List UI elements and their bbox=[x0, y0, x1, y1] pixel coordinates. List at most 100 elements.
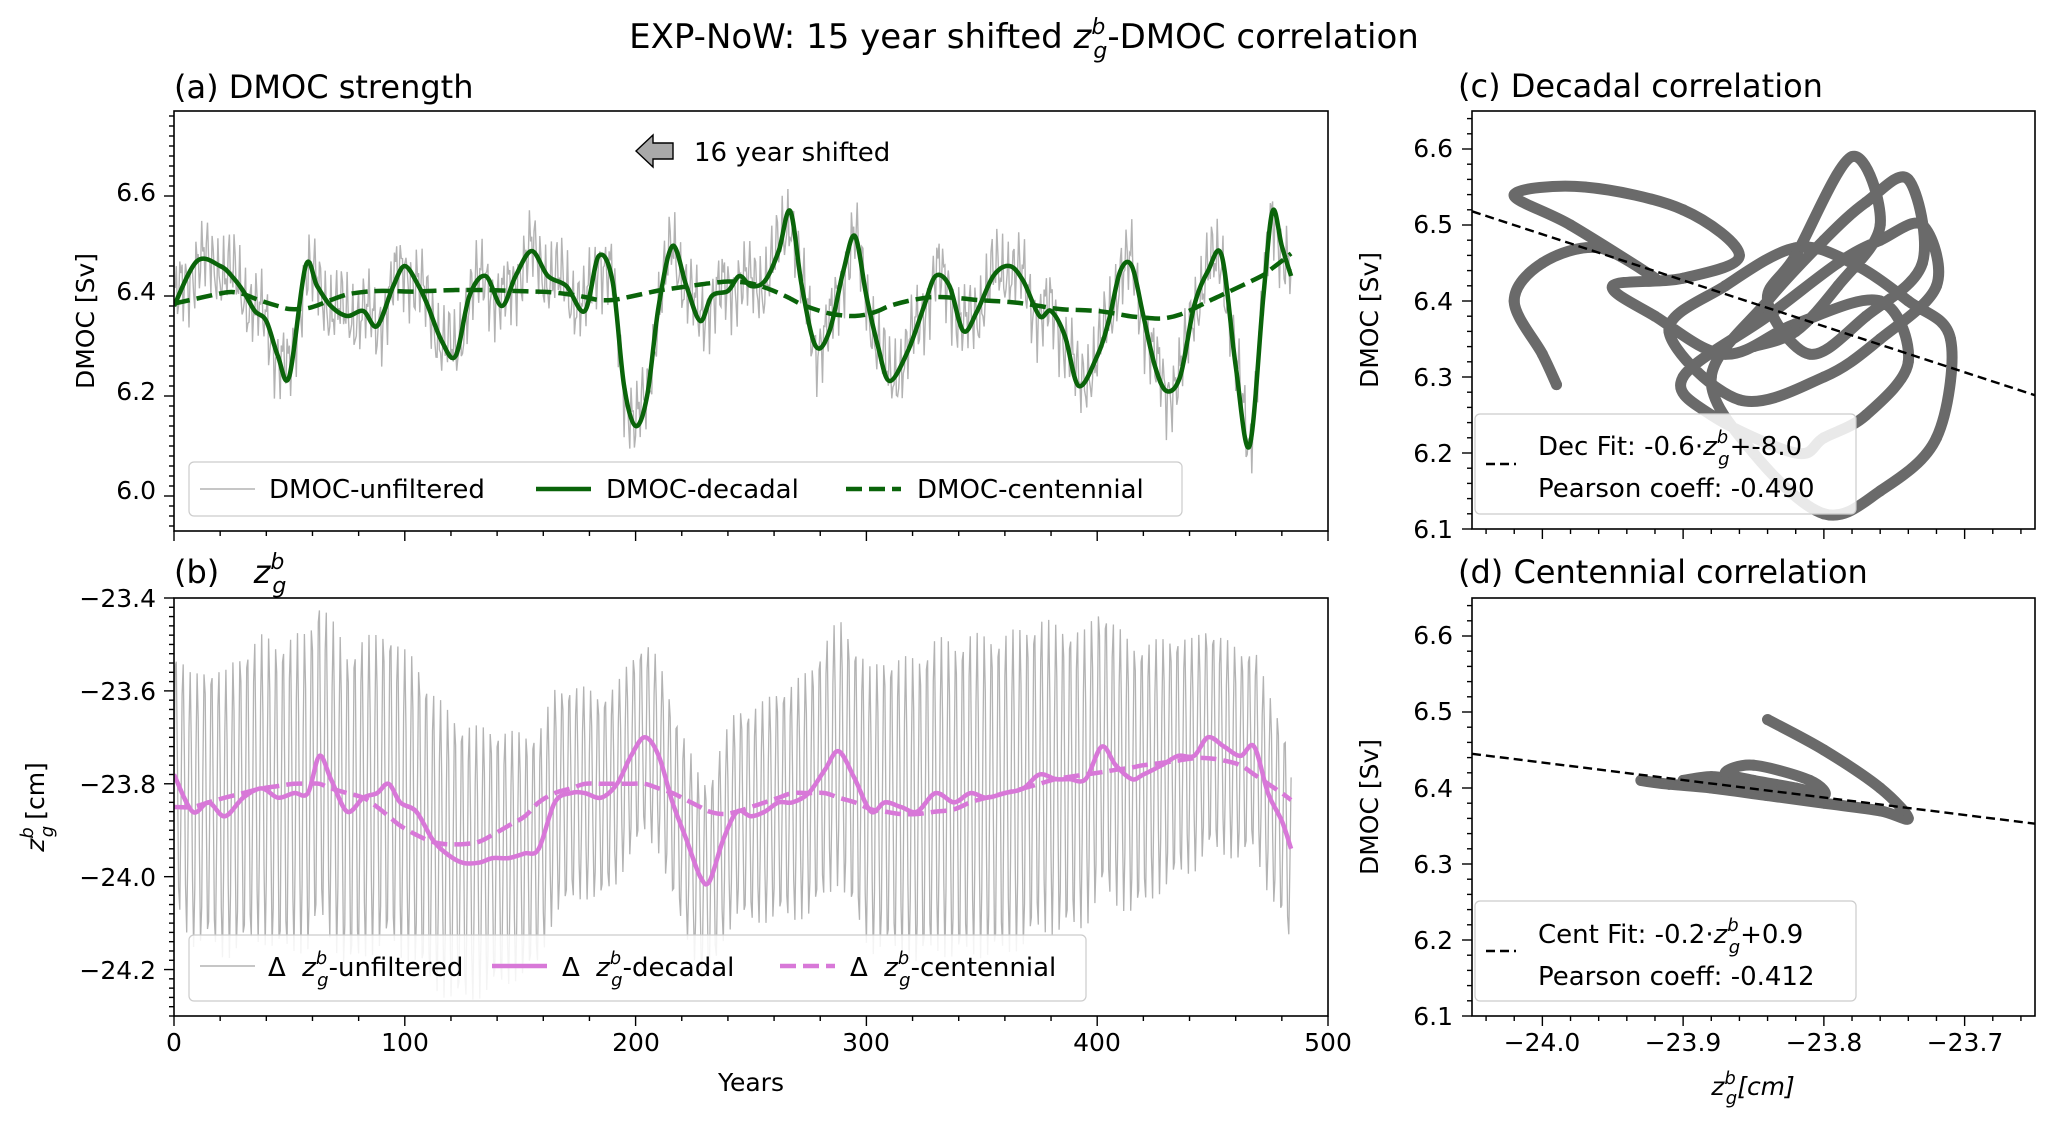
xtick-label: 500 bbox=[1304, 1028, 1352, 1057]
ytick-label: 6.2 bbox=[1413, 926, 1453, 955]
scatter-point bbox=[1536, 257, 1548, 269]
scatter-point bbox=[1762, 310, 1774, 322]
ytick-label: 6.4 bbox=[116, 277, 156, 306]
scatter-point bbox=[1705, 782, 1717, 794]
panel-a-frame bbox=[173, 110, 1329, 532]
dmoc-unfiltered-line bbox=[174, 188, 1292, 474]
panel-d-frame bbox=[1471, 597, 2036, 1017]
shift-annotation: 16 year shifted bbox=[634, 133, 890, 169]
panel-c-ylabel: DMOC [Sv] bbox=[1355, 252, 1384, 388]
scatter-point bbox=[1762, 790, 1774, 802]
scatter-point bbox=[1945, 333, 1956, 345]
ytick-label: 6.5 bbox=[1413, 210, 1453, 239]
scatter-point bbox=[1874, 219, 1886, 231]
ytick-label: 6.6 bbox=[116, 178, 156, 207]
panel-a-yticklabels: 6.0 6.2 6.4 6.6 bbox=[116, 178, 156, 505]
left-arrow-icon bbox=[634, 133, 674, 169]
scatter-trajectory bbox=[1635, 714, 1914, 825]
scatter-point bbox=[1790, 242, 1802, 254]
panel-d-plot bbox=[1472, 714, 2035, 825]
panel-a-ylabel: DMOC [Sv] bbox=[71, 253, 100, 389]
scatter-point bbox=[1649, 272, 1661, 284]
panel-b-xticklabels: 0 100 200 300 400 500 bbox=[166, 1028, 1352, 1057]
ytick-label: −24.2 bbox=[79, 956, 156, 985]
scatter-point bbox=[1804, 774, 1816, 786]
scatter-point bbox=[1818, 797, 1830, 809]
ytick-label: 6.6 bbox=[1413, 621, 1453, 650]
panel-d-ylabel: DMOC [Sv] bbox=[1355, 739, 1384, 875]
shift-label: 16 year shifted bbox=[694, 138, 890, 168]
scatter-point bbox=[1818, 744, 1830, 756]
scatter-point bbox=[1677, 204, 1689, 216]
scatter-point bbox=[1790, 782, 1802, 794]
scatter-point bbox=[1748, 759, 1759, 771]
xtick-label: −23.7 bbox=[1927, 1028, 2004, 1057]
scatter-point bbox=[1916, 257, 1928, 269]
zg-centennial-line bbox=[174, 755, 1293, 847]
legend-box bbox=[188, 934, 1087, 1002]
scatter-point bbox=[1705, 371, 1717, 383]
scatter-point bbox=[1790, 249, 1802, 261]
scatter-point bbox=[1846, 257, 1858, 269]
ytick-label: 6.6 bbox=[1413, 134, 1453, 163]
scatter-point bbox=[1635, 774, 1647, 786]
panel-a-legend: DMOC-unfiltered DMOC-decadal DMOC-centen… bbox=[188, 461, 1183, 517]
xtick-label: −23.8 bbox=[1786, 1028, 1863, 1057]
panel-a-plot bbox=[174, 188, 1294, 474]
panel-b-yticklabels: −23.4 −23.6 −23.8 −24.0 −24.2 bbox=[79, 584, 156, 985]
ytick-label: 6.3 bbox=[1413, 850, 1453, 879]
scatter-point bbox=[1902, 173, 1914, 185]
scatter-point bbox=[1663, 778, 1675, 790]
panel-b-ylabel: zbg[cm] bbox=[17, 762, 58, 853]
panel-b-title: (b) zb g bbox=[174, 550, 286, 599]
legend-box bbox=[188, 461, 1183, 517]
scatter-point bbox=[1649, 310, 1661, 322]
panel-b-legend: Δ zb g-unfiltered Δ zb g-decadal Δ zb g-cen… bbox=[188, 934, 1087, 1002]
panel-b-plot bbox=[174, 610, 1294, 1000]
legend-label: Δ zb g-unfiltered bbox=[268, 948, 463, 991]
scatter-point bbox=[1874, 234, 1886, 246]
scatter-point bbox=[1818, 234, 1830, 246]
scatter-point bbox=[1874, 295, 1886, 307]
panel-c-yticklabels: 6.1 6.2 6.3 6.4 6.5 6.6 bbox=[1413, 134, 1453, 544]
xtick-label: 200 bbox=[612, 1028, 660, 1057]
legend-pearson-label: Pearson coeff: -0.490 bbox=[1538, 474, 1815, 504]
legend-label: Δ zb g-centennial bbox=[850, 948, 1056, 991]
panel-b-frame bbox=[173, 597, 1329, 1017]
ytick-label: 6.3 bbox=[1413, 363, 1453, 392]
scatter-point bbox=[1790, 325, 1802, 337]
dmoc-decadal-line bbox=[174, 207, 1294, 450]
ytick-label: 6.4 bbox=[1413, 774, 1453, 803]
axis-ticks bbox=[164, 115, 2022, 1026]
ytick-label: 6.0 bbox=[116, 476, 156, 505]
scatter-point bbox=[1677, 371, 1689, 383]
scatter-point bbox=[1508, 189, 1520, 201]
scatter-point bbox=[1719, 348, 1731, 360]
scatter-point bbox=[1705, 771, 1717, 783]
scatter-point bbox=[1804, 348, 1816, 360]
scatter-point bbox=[1733, 394, 1745, 406]
scatter-point bbox=[1719, 767, 1731, 779]
scatter-point bbox=[1790, 318, 1802, 330]
scatter-point bbox=[1508, 295, 1520, 307]
scatter-point bbox=[1762, 295, 1774, 307]
scatter-point bbox=[1902, 356, 1914, 368]
panel-d-title: (d) Centennial correlation bbox=[1458, 553, 1868, 591]
ytick-label: −24.0 bbox=[79, 863, 156, 892]
scatter-point bbox=[1874, 333, 1886, 345]
panel-d-legend: Cent Fit: -0.2·zb g+0.9 Pearson coeff: -0… bbox=[1474, 900, 1857, 1002]
fit-line bbox=[1472, 210, 2035, 397]
scatter-point bbox=[1931, 432, 1942, 444]
xtick-label: 400 bbox=[1073, 1028, 1121, 1057]
xtick-label: 300 bbox=[842, 1028, 890, 1057]
legend-label: DMOC-decadal bbox=[606, 475, 799, 505]
legend-box bbox=[1474, 413, 1857, 515]
scatter-point bbox=[1916, 219, 1928, 231]
scatter-point bbox=[1733, 249, 1745, 261]
legend-label: DMOC-centennial bbox=[917, 475, 1144, 505]
scatter-point bbox=[1607, 280, 1619, 292]
scatter-point bbox=[1579, 181, 1591, 193]
xtick-label: −23.9 bbox=[1645, 1028, 1722, 1057]
ytick-label: −23.8 bbox=[79, 770, 156, 799]
